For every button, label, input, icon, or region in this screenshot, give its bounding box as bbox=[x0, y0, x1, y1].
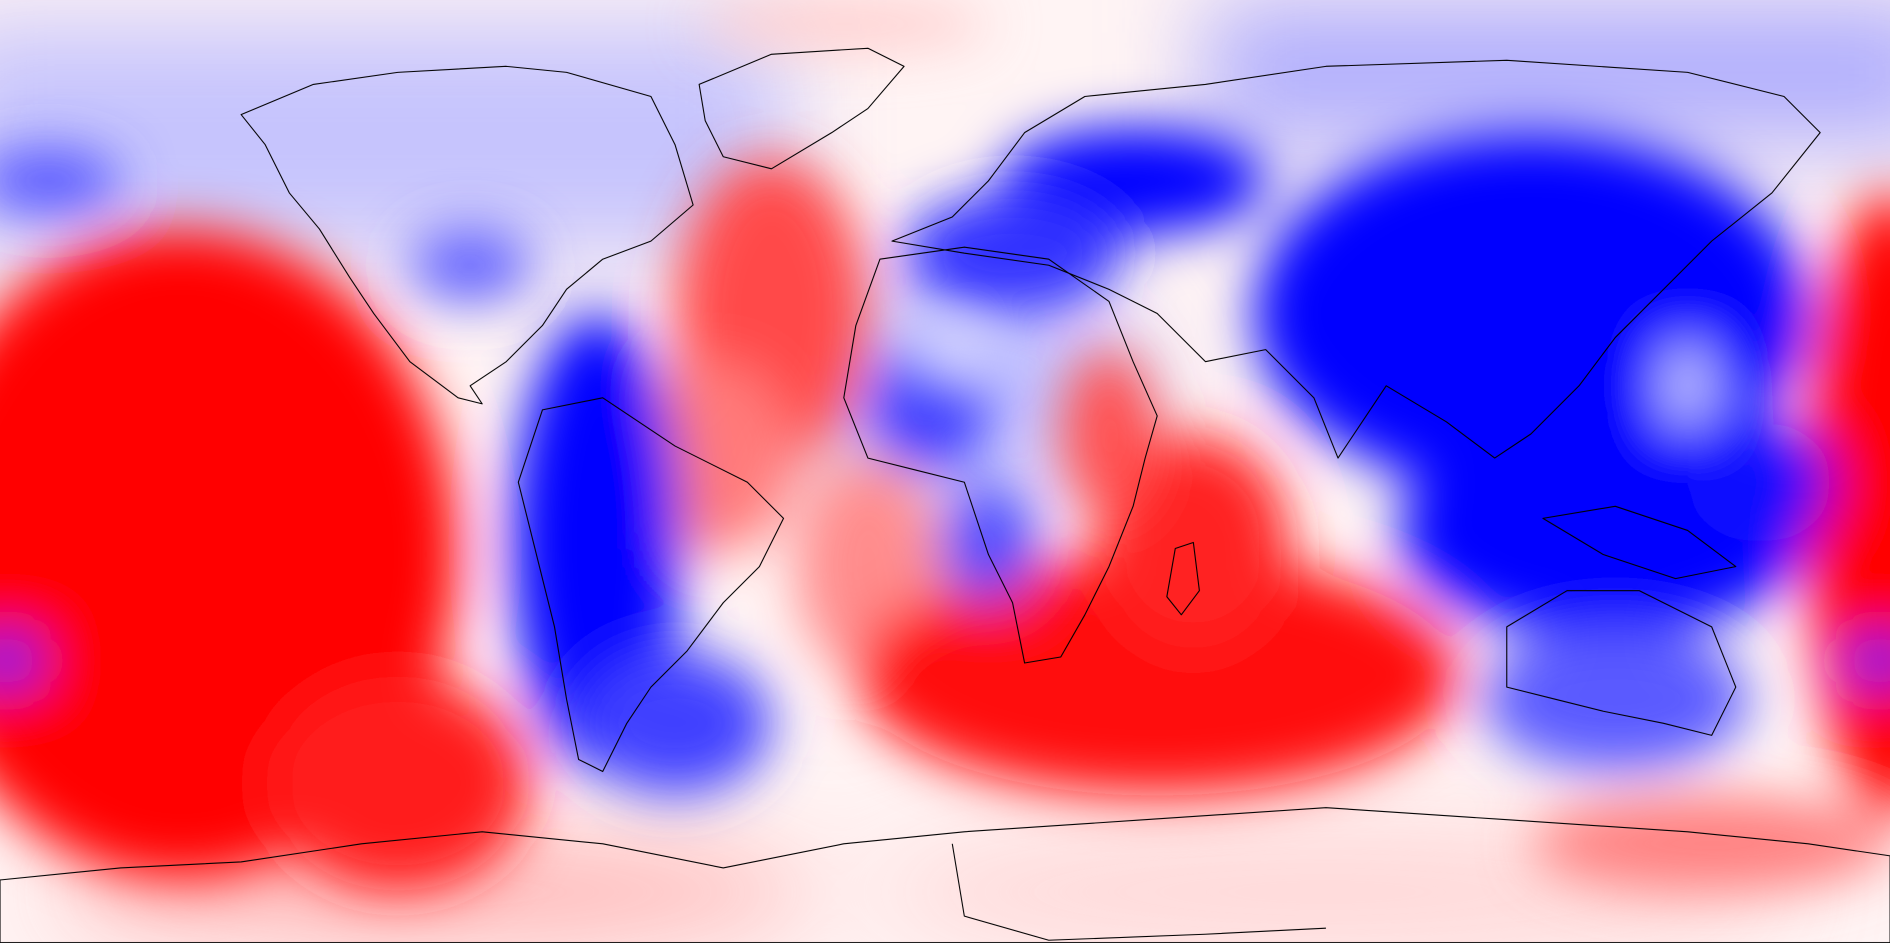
coastlines bbox=[0, 47, 1890, 943]
anomaly-blobs bbox=[0, 0, 1890, 892]
